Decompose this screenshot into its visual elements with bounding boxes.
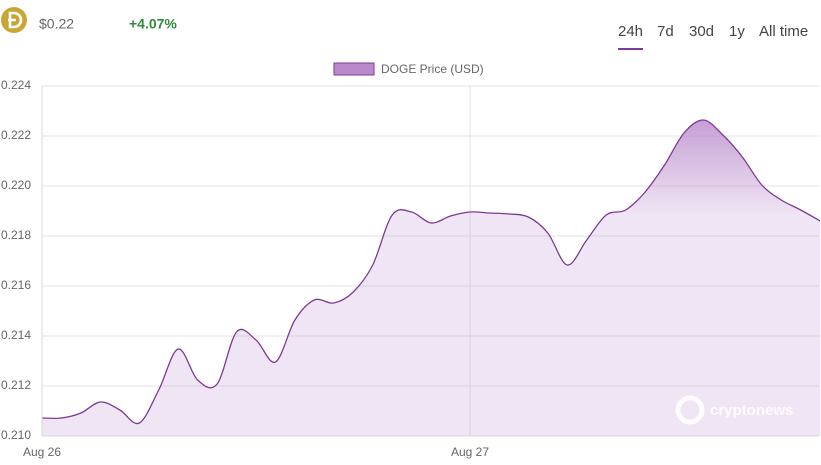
range-tab[interactable]: 1y bbox=[729, 23, 745, 40]
price-change: +4.07% bbox=[129, 16, 177, 32]
y-tick-label: 0.218 bbox=[1, 228, 31, 242]
price-area bbox=[42, 119, 821, 437]
range-tab[interactable]: 30d bbox=[689, 23, 714, 40]
x-tick-label: Aug 27 bbox=[451, 445, 489, 459]
range-tab[interactable]: 7d bbox=[657, 23, 674, 40]
y-tick-label: 0.216 bbox=[1, 278, 31, 292]
range-tab[interactable]: All time bbox=[759, 23, 808, 40]
watermark-logo bbox=[675, 395, 705, 425]
price: $0.22 bbox=[39, 16, 74, 32]
x-tick-label: Aug 26 bbox=[23, 445, 61, 459]
y-tick-label: 0.212 bbox=[1, 378, 31, 392]
y-tick-label: 0.210 bbox=[1, 428, 31, 442]
y-tick-label: 0.222 bbox=[1, 128, 31, 142]
legend-swatch bbox=[333, 62, 375, 76]
y-tick-label: 0.224 bbox=[1, 78, 31, 92]
y-tick-label: 0.220 bbox=[1, 178, 31, 192]
range-tabs: 24h 7d 30d 1y All time bbox=[618, 23, 808, 40]
price-line bbox=[41, 119, 821, 425]
range-tab[interactable]: 24h bbox=[618, 23, 643, 40]
y-tick-label: 0.214 bbox=[1, 328, 31, 342]
watermark: cryptonews bbox=[710, 402, 793, 419]
plot: 0.210 0.212 0.214 0.216 0.218 0.220 0.222 0.224… bbox=[1, 62, 821, 459]
coin-icon-glyph bbox=[8, 11, 23, 29]
legend-label: DOGE Price (USD) bbox=[381, 62, 484, 76]
